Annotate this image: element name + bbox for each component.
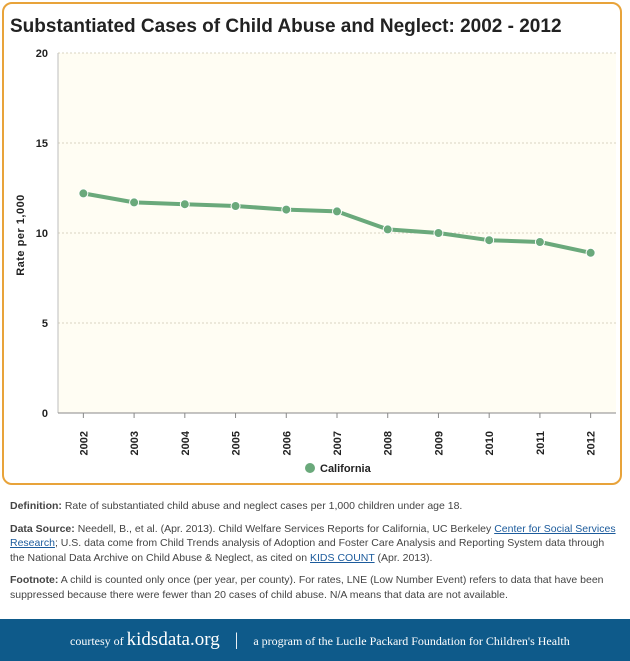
footnote-text: A child is counted only once (per year, …	[10, 574, 604, 601]
data-point-2004	[179, 199, 190, 210]
plot-area	[58, 53, 616, 413]
source-text-2: ; U.S. data come from Child Trends analy…	[10, 537, 605, 564]
data-point-2003	[129, 197, 140, 208]
y-tick-label: 20	[36, 48, 48, 60]
definition-text: Rate of substantiated child abuse and ne…	[61, 500, 463, 512]
kidsdata-logo[interactable]: kidsdata.org	[126, 629, 220, 650]
data-point-2007	[332, 206, 342, 217]
courtesy-text: courtesy of	[70, 634, 124, 648]
footnote: Footnote: A child is counted only once (…	[10, 573, 620, 602]
x-tick-label: 2002	[78, 431, 90, 455]
y-axis-label: Rate per 1,000	[15, 194, 27, 276]
x-tick-label: 2010	[484, 431, 496, 455]
line-chart: 0 5 10 15 20 2002 2003 2004 2005 2006 2007 2008 2009…	[15, 48, 616, 475]
data-point-2009	[433, 228, 444, 238]
kids-count-link[interactable]: KIDS COUNT	[310, 551, 375, 564]
source-text-1: Needell, B., et al. (Apr. 2013). Child W…	[74, 522, 495, 535]
data-point-2008	[382, 224, 393, 235]
footnote-label: Footnote:	[10, 574, 59, 586]
x-tick-label: 2011	[535, 431, 547, 455]
footer-tagline: a program of the Lucile Packard Foundati…	[253, 634, 570, 648]
chart-title: Substantiated Cases of Child Abuse and N…	[10, 16, 562, 37]
cssr-link[interactable]: Center for Social Services Research	[10, 522, 616, 550]
y-tick-label: 10	[36, 228, 48, 240]
x-tick-label: 2009	[433, 431, 445, 455]
x-tick-label: 2006	[281, 431, 293, 455]
x-tick-label: 2012	[586, 431, 598, 455]
data-point-2006	[281, 204, 292, 215]
x-tick-label: 2004	[180, 430, 192, 455]
definition: Definition: Rate of substantiated child …	[10, 499, 620, 514]
data-source: Data Source: Needell, B., et al. (Apr. 2…	[10, 522, 620, 566]
footer-separator: |	[234, 629, 239, 649]
data-point-2011	[534, 237, 545, 247]
chart-card: Substantiated Cases of Child Abuse and N…	[2, 2, 622, 485]
legend-marker	[305, 463, 315, 473]
y-tick-label: 15	[36, 138, 48, 150]
x-tick-label: 2003	[129, 431, 141, 455]
data-point-2005	[230, 201, 241, 211]
x-tick-label: 2007	[332, 431, 344, 455]
source-label: Data Source:	[10, 522, 75, 535]
y-tick-label: 0	[42, 408, 48, 420]
definition-label: Definition:	[10, 500, 62, 512]
footer-content: courtesy of kidsdata.org | a program of …	[70, 629, 570, 651]
data-point-2010	[484, 235, 495, 246]
footer-banner: courtesy of kidsdata.org | a program of …	[0, 619, 630, 661]
source-text-3: (Apr. 2013).	[374, 551, 433, 564]
legend-label: California	[320, 463, 372, 475]
info-section: Definition: Rate of substantiated child …	[10, 499, 620, 610]
x-tick-label: 2008	[383, 431, 395, 455]
y-tick-label: 5	[42, 318, 48, 330]
x-tick-label: 2005	[231, 431, 243, 455]
data-point-2002	[78, 188, 89, 199]
data-point-2012	[585, 247, 596, 258]
